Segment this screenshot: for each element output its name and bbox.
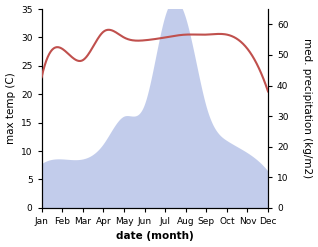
Y-axis label: med. precipitation (kg/m2): med. precipitation (kg/m2) xyxy=(302,38,313,179)
Y-axis label: max temp (C): max temp (C) xyxy=(5,73,16,144)
X-axis label: date (month): date (month) xyxy=(116,231,194,242)
